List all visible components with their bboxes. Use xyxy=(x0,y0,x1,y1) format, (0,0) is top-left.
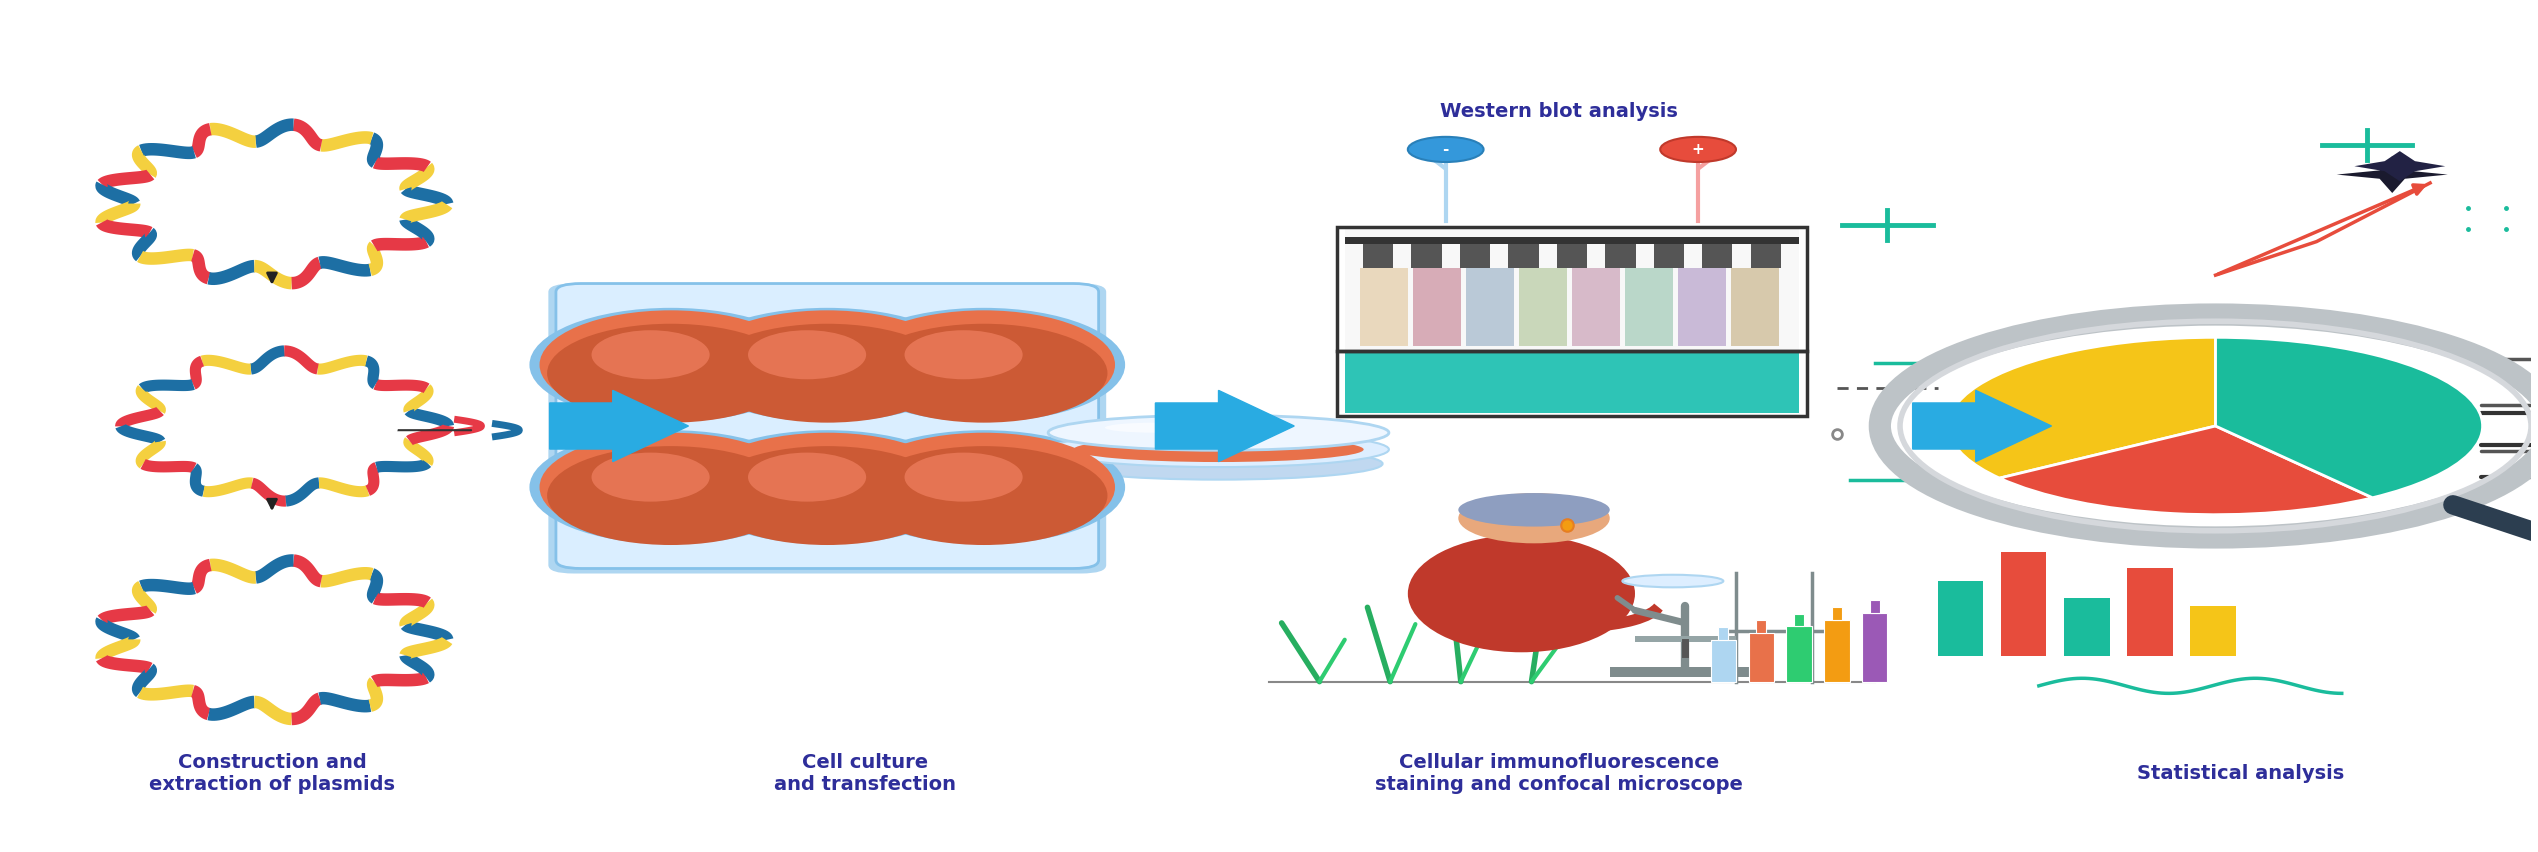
Ellipse shape xyxy=(170,374,398,478)
Ellipse shape xyxy=(1622,575,1723,587)
Ellipse shape xyxy=(860,446,1107,545)
Ellipse shape xyxy=(749,452,865,502)
Ellipse shape xyxy=(150,149,393,259)
Bar xyxy=(2127,568,2173,657)
Circle shape xyxy=(1660,137,1736,162)
Ellipse shape xyxy=(548,324,794,423)
Bar xyxy=(1787,626,1812,682)
Bar xyxy=(1556,245,1586,268)
Bar xyxy=(1345,238,1799,245)
Bar xyxy=(1345,350,1799,413)
Ellipse shape xyxy=(1048,415,1388,451)
Bar xyxy=(1751,245,1782,268)
Bar xyxy=(1411,245,1442,268)
Ellipse shape xyxy=(703,324,952,423)
Ellipse shape xyxy=(860,324,1107,423)
Ellipse shape xyxy=(904,452,1023,502)
Bar xyxy=(2063,598,2109,657)
Ellipse shape xyxy=(591,452,711,502)
Bar xyxy=(1609,667,1749,677)
Bar xyxy=(1508,245,1538,268)
Wedge shape xyxy=(2000,426,2373,515)
Bar xyxy=(2190,606,2236,657)
Bar xyxy=(1571,268,1619,347)
Polygon shape xyxy=(2337,156,2447,193)
Bar xyxy=(1832,607,1843,619)
Bar xyxy=(2000,552,2046,657)
Ellipse shape xyxy=(1053,448,1383,480)
Text: +: + xyxy=(1693,142,1706,157)
Bar xyxy=(1345,229,1799,350)
Ellipse shape xyxy=(695,310,959,419)
Circle shape xyxy=(1409,137,1485,162)
FancyArrow shape xyxy=(1914,390,2051,462)
Ellipse shape xyxy=(530,430,812,544)
Ellipse shape xyxy=(541,310,802,419)
Bar xyxy=(1363,245,1393,268)
Bar xyxy=(1634,636,1736,642)
Ellipse shape xyxy=(904,331,1023,379)
Text: Construction and
extraction of plasmids: Construction and extraction of plasmids xyxy=(150,753,396,794)
Wedge shape xyxy=(1949,337,2216,478)
Wedge shape xyxy=(2216,337,2482,498)
Ellipse shape xyxy=(685,430,970,544)
Ellipse shape xyxy=(548,446,794,545)
FancyArrow shape xyxy=(551,390,688,462)
Ellipse shape xyxy=(853,433,1114,542)
Bar xyxy=(1749,633,1774,682)
Ellipse shape xyxy=(1409,535,1634,653)
Bar xyxy=(1871,601,1881,613)
Polygon shape xyxy=(2355,151,2444,181)
Ellipse shape xyxy=(843,308,1124,422)
Ellipse shape xyxy=(695,433,959,542)
FancyArrow shape xyxy=(1155,390,1294,462)
Ellipse shape xyxy=(1459,493,1609,527)
Circle shape xyxy=(1459,493,1609,544)
Bar xyxy=(1518,268,1566,347)
Ellipse shape xyxy=(685,308,970,422)
Bar xyxy=(1414,268,1462,347)
Bar xyxy=(1624,268,1673,347)
Bar xyxy=(1655,245,1685,268)
Text: Cell culture
and transfection: Cell culture and transfection xyxy=(774,753,957,794)
Bar xyxy=(1731,268,1779,347)
Ellipse shape xyxy=(150,584,393,695)
Text: Western blot analysis: Western blot analysis xyxy=(1442,102,1678,121)
Bar xyxy=(1338,350,1807,416)
Bar xyxy=(1939,581,1982,657)
Text: -: - xyxy=(1442,142,1449,157)
Bar xyxy=(1703,245,1733,268)
Ellipse shape xyxy=(1104,423,1206,433)
Bar xyxy=(1360,268,1409,347)
Bar xyxy=(1794,613,1805,626)
FancyBboxPatch shape xyxy=(548,284,1107,573)
Bar xyxy=(1467,268,1513,347)
Bar xyxy=(1338,227,1807,350)
Bar xyxy=(1756,620,1766,633)
Ellipse shape xyxy=(1048,432,1388,467)
Ellipse shape xyxy=(591,331,711,379)
Bar xyxy=(1825,619,1850,682)
Bar xyxy=(1863,613,1888,682)
Ellipse shape xyxy=(703,446,952,545)
Text: Cellular immunofluorescence
staining and confocal microscope: Cellular immunofluorescence staining and… xyxy=(1376,753,1744,794)
Ellipse shape xyxy=(749,331,865,379)
Bar xyxy=(1718,627,1728,640)
Ellipse shape xyxy=(1074,437,1363,462)
Bar xyxy=(1711,640,1736,682)
Bar xyxy=(1604,245,1634,268)
Bar xyxy=(1678,268,1726,347)
Text: Statistical analysis: Statistical analysis xyxy=(2137,764,2345,783)
Bar xyxy=(1459,245,1490,268)
Ellipse shape xyxy=(530,308,812,422)
Ellipse shape xyxy=(541,433,802,542)
Ellipse shape xyxy=(853,310,1114,419)
FancyBboxPatch shape xyxy=(556,284,1099,568)
Ellipse shape xyxy=(843,430,1124,544)
